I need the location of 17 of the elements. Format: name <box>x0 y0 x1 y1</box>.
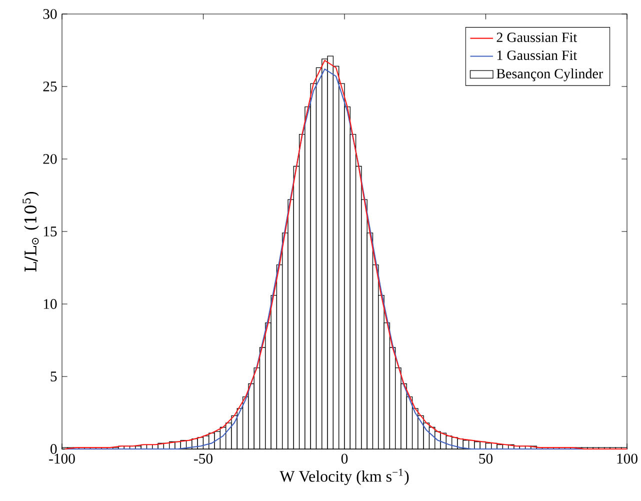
x-tick-label: 50 <box>479 454 493 464</box>
legend-label: 2 Gaussian Fit <box>496 32 578 42</box>
y-tick-label: 0 <box>50 444 57 454</box>
x-axis-title: W Velocity (km s$^{−1}$) <box>280 468 409 486</box>
y-axis-title: L/L$_{⊙}$ (10$^{5}$) <box>22 192 39 272</box>
y-tick-label: 15 <box>44 226 57 236</box>
y-tick-label: 20 <box>43 154 57 164</box>
legend-label: Besançon Cylinder <box>496 68 604 82</box>
legend-label: 1 Gaussian Fit <box>497 50 578 60</box>
x-tick-label: -50 <box>194 454 212 464</box>
x-tick-label: 100 <box>617 454 638 464</box>
y-tick-label: 10 <box>44 299 57 309</box>
x-tick-label: 0 <box>341 454 348 464</box>
y-tick-label: 30 <box>43 9 57 19</box>
y-tick-label: 5 <box>50 372 57 382</box>
y-tick-label: 25 <box>43 82 57 92</box>
x-tick-label: -100 <box>49 454 75 464</box>
